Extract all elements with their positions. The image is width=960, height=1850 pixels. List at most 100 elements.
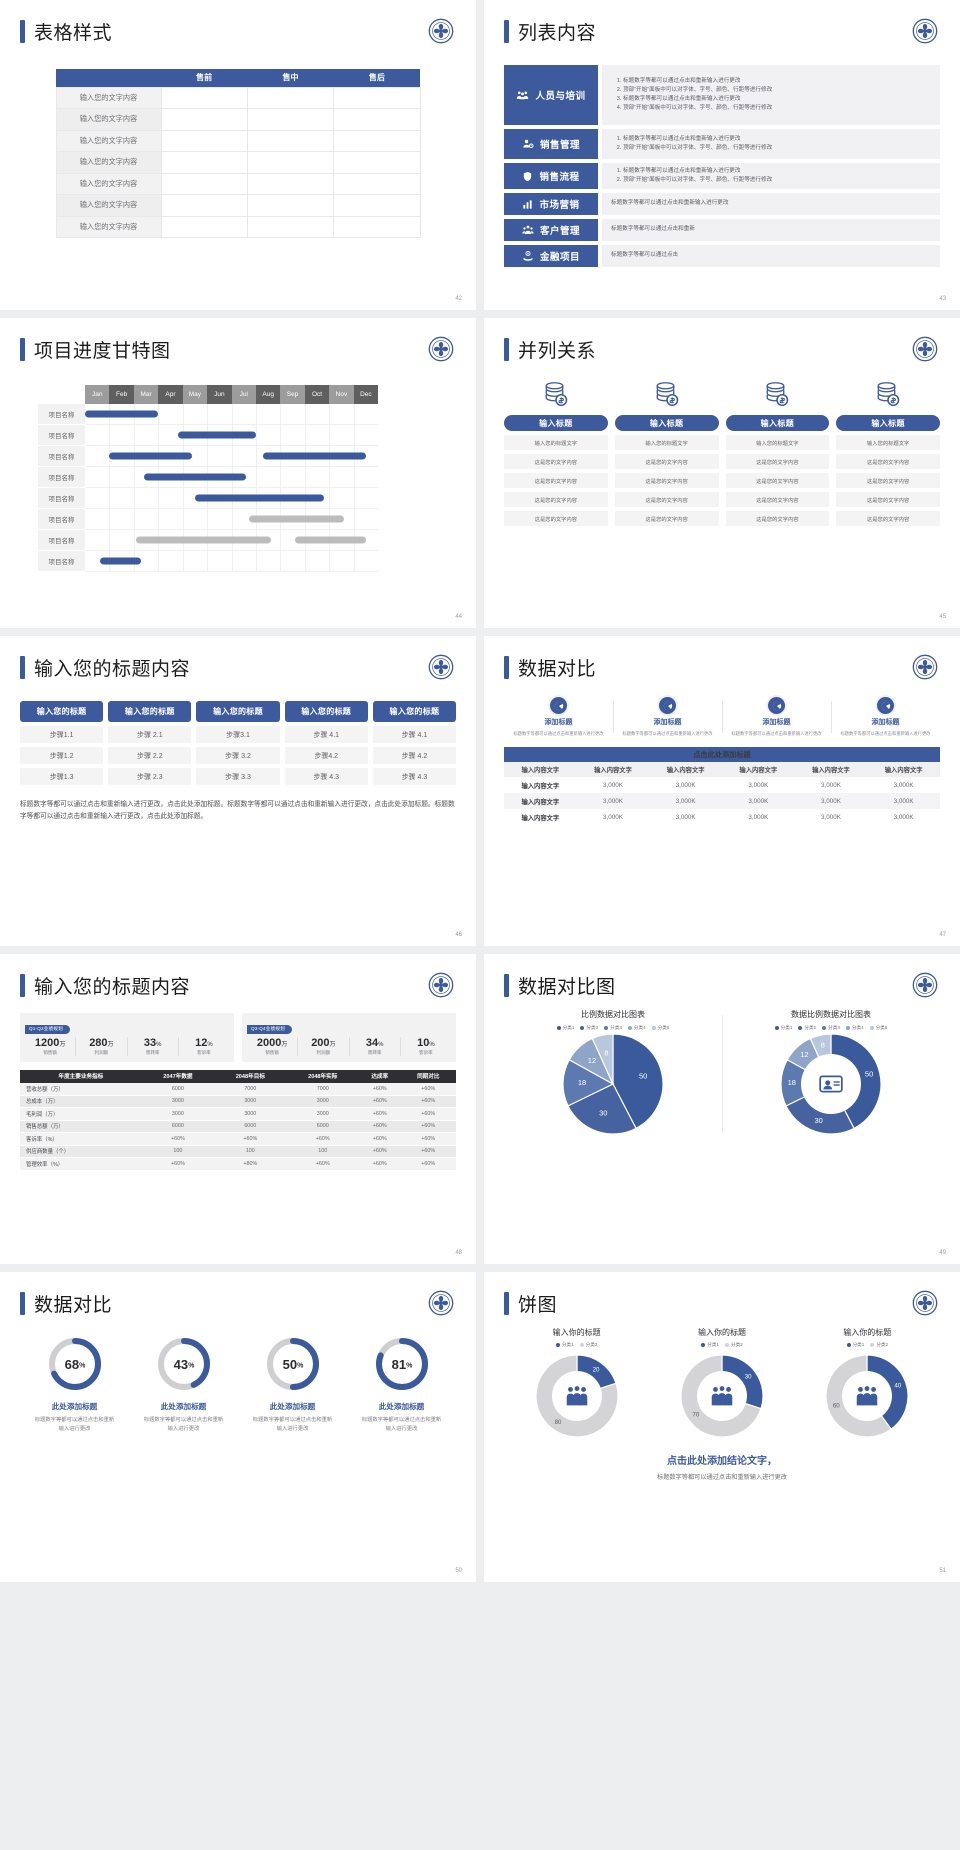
parallel-cell[interactable]: 输入您的标题文字 xyxy=(504,435,608,450)
table-row[interactable]: 输入您的文字内容 xyxy=(55,172,421,195)
cell[interactable]: 3,000K xyxy=(748,813,769,821)
parallel-cell[interactable]: 这是您的文字内容 xyxy=(614,473,719,488)
slide-42[interactable]: 表格样式 售前 售中 售后 输入您的文字内容 输入您的文字内容 输入您的文字内容… xyxy=(0,0,476,310)
pie-slice[interactable] xyxy=(612,1033,664,1130)
cell[interactable]: 营收总额（万） xyxy=(20,1082,142,1096)
slide-49[interactable]: 数据对比图 比例数据对比图表 分类1 分类2 分类3 分类4 分类5 50 30 18 12 8 数据… xyxy=(484,954,960,1264)
cell[interactable]: 3,000K xyxy=(794,793,868,810)
cell[interactable]: +80% xyxy=(214,1157,287,1171)
cell[interactable] xyxy=(246,215,335,238)
step-column-header[interactable]: 输入您的标题 xyxy=(372,701,457,722)
gantt-row[interactable]: 项目名称 xyxy=(38,404,378,425)
cell[interactable] xyxy=(246,86,335,109)
cell[interactable]: +60% xyxy=(214,1132,287,1146)
gantt-row[interactable]: 项目名称 xyxy=(38,530,378,551)
cell[interactable]: 3000 xyxy=(214,1095,287,1108)
cell[interactable]: +60% xyxy=(400,1095,456,1108)
cell[interactable]: 输入内容文字 xyxy=(521,814,560,822)
step-column-header[interactable]: 输入您的标题 xyxy=(20,701,104,722)
step-cell[interactable]: 步骤 2.2 xyxy=(108,747,192,764)
cell[interactable]: 100 xyxy=(141,1145,215,1158)
step-cell[interactable]: 步骤4.2 xyxy=(284,747,368,764)
list-item[interactable]: 销售流程 标题数字等都可以通过点击和重新输入进行更改 顶部“开始”面板中可以对字… xyxy=(504,163,940,189)
cell[interactable] xyxy=(333,86,421,109)
progress-ring-item[interactable]: 50% 此处添加标题 标题数字等都可以通过点击和重新输入进行更改 xyxy=(238,1335,347,1435)
step-cell[interactable]: 步骤 4.3 xyxy=(284,768,368,785)
parallel-cell[interactable]: 这是您的文字内容 xyxy=(504,454,608,469)
parallel-title-pill[interactable]: 输入标题 xyxy=(725,415,830,431)
slide-45[interactable]: 并列关系 输入标题 输入您的标题文字 这是您的文字内容 这是您的文字内容 这是您的文字内… xyxy=(484,318,960,628)
cell[interactable]: 100 xyxy=(214,1145,287,1158)
cell[interactable] xyxy=(160,108,248,131)
parallel-cell[interactable]: 这是您的文字内容 xyxy=(836,454,940,469)
list-item[interactable]: 销售管理 标题数字等都可以通过点击和重新输入进行更改 顶部“开始”面板中可以对字… xyxy=(504,129,940,159)
table-row[interactable]: 输入内容文字 3,000K 3,000K 3,000K 3,000K 3,000K xyxy=(504,777,940,793)
cell[interactable]: 3,000K xyxy=(649,793,722,810)
step-column-header[interactable]: 输入您的标题 xyxy=(284,701,368,722)
cell[interactable]: 100 xyxy=(286,1145,359,1158)
parallel-title-pill[interactable]: 输入标题 xyxy=(614,415,719,431)
parallel-cell[interactable]: 这是您的文字内容 xyxy=(836,473,940,488)
slide-48[interactable]: 输入您的标题内容 Q1-Q2业绩规划 1200万 销售额 280万 利润额 33% 周转率 1… xyxy=(0,954,476,1264)
comparison-card[interactable]: 添加标题 标题数字等都可以通过点击和重新输入进行更改 xyxy=(831,697,940,737)
cell[interactable]: +60% xyxy=(358,1120,401,1133)
cell[interactable]: 3,000K xyxy=(603,781,623,789)
parallel-cell[interactable]: 这是您的文字内容 xyxy=(725,492,830,507)
cell[interactable] xyxy=(160,129,248,152)
table-row[interactable]: 输入您的文字内容 xyxy=(55,194,421,217)
cell[interactable] xyxy=(160,215,248,238)
cell[interactable]: +60% xyxy=(358,1107,401,1121)
table-row[interactable]: 输入内容文字 3,000K 3,000K 3,000K 3,000K 3,000K xyxy=(504,809,940,825)
cell[interactable] xyxy=(160,172,248,195)
gantt-row[interactable]: 项目名称 xyxy=(38,467,378,488)
parallel-cell[interactable]: 输入您的标题文字 xyxy=(725,435,830,450)
cell[interactable] xyxy=(333,172,421,195)
step-cell[interactable]: 步骤 4.1 xyxy=(284,726,368,743)
cell[interactable]: +60% xyxy=(358,1095,401,1108)
gantt-bar[interactable] xyxy=(136,536,271,544)
step-cell[interactable]: 步骤 4.1 xyxy=(372,726,457,743)
cell[interactable]: 7000 xyxy=(286,1082,359,1096)
cell[interactable] xyxy=(246,108,335,131)
slide-44[interactable]: 项目进度甘特图 Jan Feb Mar Apr May Jun Jul Aug Sep Oct No… xyxy=(0,318,476,628)
cell[interactable]: 供应商数量（个） xyxy=(20,1145,142,1158)
parallel-cell[interactable]: 这是您的文字内容 xyxy=(504,492,608,507)
table-row[interactable]: 供应商数量（个） 100 100 100 +60% +60% xyxy=(20,1145,456,1158)
gantt-bar[interactable] xyxy=(294,536,366,544)
parallel-title-pill[interactable]: 输入标题 xyxy=(836,415,940,431)
cell[interactable]: 销售总额（万） xyxy=(20,1120,142,1133)
cell[interactable]: 3,000K xyxy=(748,781,769,789)
step-cell[interactable]: 步骤1.2 xyxy=(20,747,104,764)
step-cell[interactable]: 步骤 2.3 xyxy=(108,768,192,785)
cell[interactable]: 3,000K xyxy=(867,793,940,810)
parallel-cell[interactable]: 这是您的文字内容 xyxy=(725,473,830,488)
cell[interactable]: 3000 xyxy=(286,1107,359,1121)
cell[interactable] xyxy=(246,129,335,152)
business-metrics-table[interactable]: 年度主要业务指标 2047年数据 2048年目标 2048年实际 达成率 同期对比 营收总… xyxy=(20,1069,456,1171)
gantt-bar[interactable] xyxy=(177,431,256,439)
table-row[interactable]: 输入您的文字内容 xyxy=(55,215,421,238)
gantt-bar[interactable] xyxy=(143,473,247,481)
list-item[interactable]: 市场营销 标题数字等都可以通过点击和重新输入进行更改 xyxy=(504,193,940,215)
comparison-card[interactable]: 添加标题 标题数字等都可以通过点击和重新输入进行更改 xyxy=(613,697,722,737)
table-row[interactable]: 管理效率（%） +60% +80% +60% +60% +60% xyxy=(20,1157,456,1171)
step-column-header[interactable]: 输入您的标题 xyxy=(196,701,280,722)
comparison-card[interactable]: 添加标题 标题数字等都可以通过点击和重新输入进行更改 xyxy=(504,697,613,737)
progress-ring-item[interactable]: 81% 此处添加标题 标题数字等都可以通过点击和重新输入进行更改 xyxy=(347,1335,456,1435)
cell[interactable]: +60% xyxy=(141,1132,215,1146)
slide-51[interactable]: 饼图 输入你的标题 分类1 分类2 20 80 输入你的标题 分类1 分类2 30 70 输入你的标… xyxy=(484,1272,960,1582)
cell[interactable]: 3000 xyxy=(141,1095,215,1108)
gantt-bar[interactable] xyxy=(99,557,142,565)
cell[interactable]: 3,000K xyxy=(603,813,623,821)
parallel-cell[interactable]: 这是您的文字内容 xyxy=(836,492,940,507)
parallel-cell[interactable]: 这是您的文字内容 xyxy=(504,511,608,526)
comparison-table[interactable]: 点击此处添加标题 输入内容文字 输入内容文字 输入内容文字 输入内容文字 输入内容文字 输入… xyxy=(504,747,940,825)
list-item-button-sales-process[interactable]: 销售流程 xyxy=(504,163,598,189)
sales-stage-table[interactable]: 售前 售中 售后 输入您的文字内容 输入您的文字内容 输入您的文字内容 输入您的… xyxy=(55,69,421,238)
table-row[interactable]: 输入您的文字内容 xyxy=(55,108,421,131)
cell[interactable] xyxy=(160,194,248,217)
cell[interactable] xyxy=(160,86,248,109)
step-cell[interactable]: 步骤 3.2 xyxy=(196,747,280,764)
cell[interactable]: 毛利润（万） xyxy=(20,1107,142,1121)
cell[interactable]: 3000 xyxy=(286,1095,359,1108)
